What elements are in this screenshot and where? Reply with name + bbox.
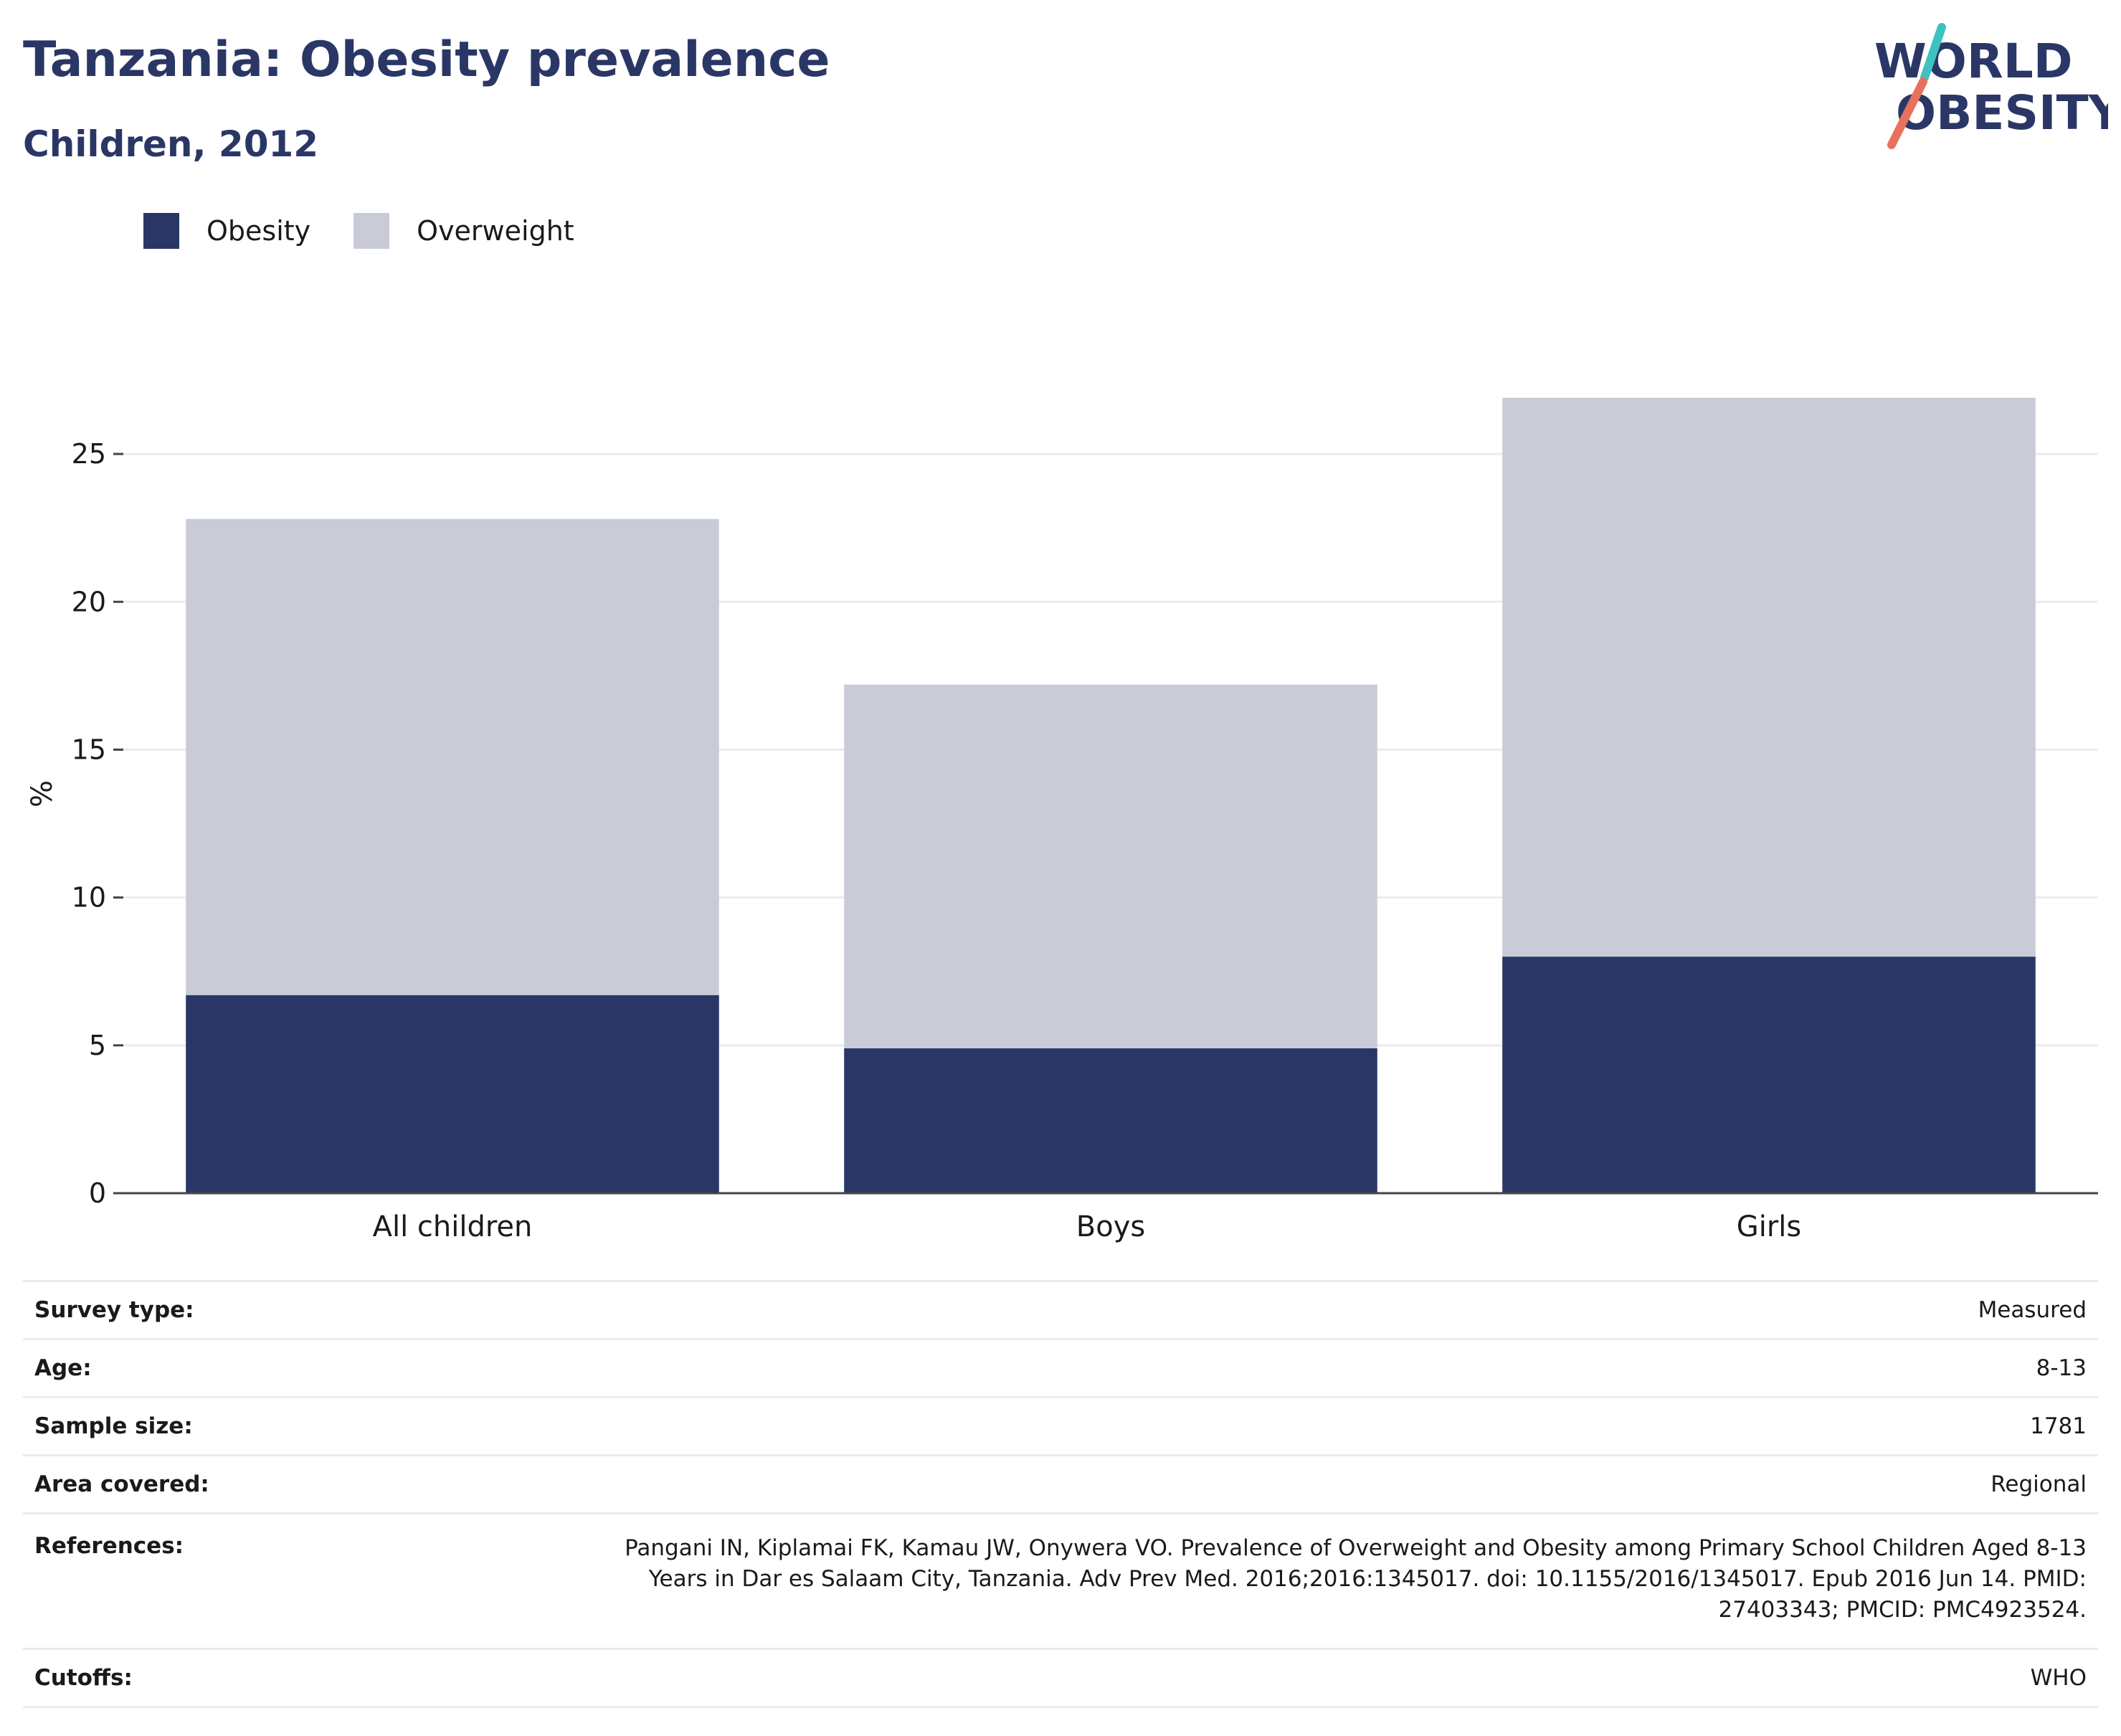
- x-tick-label: Boys: [1076, 1210, 1145, 1243]
- bar-obesity-all-children: [186, 995, 719, 1193]
- info-value-references: Pangani IN, Kiplamai FK, Kamau JW, Onywe…: [447, 1512, 2098, 1649]
- bar-obesity-boys: [844, 1048, 1377, 1193]
- y-axis-label: %: [26, 780, 59, 807]
- legend-item-obesity[interactable]: Obesity: [143, 213, 310, 249]
- info-value: 1781: [447, 1396, 2098, 1456]
- info-row-cutoffs: Cutoffs: WHO: [23, 1648, 2098, 1708]
- y-tick-label: 0: [89, 1177, 106, 1209]
- y-tick-label: 5: [89, 1030, 106, 1061]
- reference-line: Pangani IN, Kiplamai FK, Kamau JW, Onywe…: [625, 1535, 2087, 1561]
- bar-overweight-girls: [1502, 397, 2036, 957]
- page-subtitle: Children, 2012: [23, 123, 319, 165]
- y-tick-label: 10: [72, 882, 106, 914]
- info-label: Sample size:: [23, 1396, 447, 1456]
- y-tick-label: 25: [72, 438, 106, 470]
- info-value: 8-13: [447, 1338, 2098, 1398]
- reference-line: Years in Dar es Salaam City, Tanzania. A…: [648, 1566, 2087, 1592]
- x-tick-label: All children: [373, 1210, 533, 1243]
- info-label: References:: [23, 1512, 447, 1649]
- bar-overweight-all-children: [186, 518, 719, 995]
- logo-line-1: WORLD: [1874, 34, 2073, 89]
- logo-slash-teal: [1920, 23, 1946, 82]
- x-tick-label: Girls: [1737, 1210, 1802, 1243]
- info-label: Cutoffs:: [23, 1648, 447, 1708]
- world-obesity-logo: WORLD OBESITY: [1874, 23, 2108, 149]
- info-row-survey-type: Survey type: Measured: [23, 1280, 2098, 1339]
- logo-line-2: OBESITY: [1896, 85, 2108, 141]
- legend-label-overweight: Overweight: [417, 215, 574, 247]
- legend-swatch-obesity: [143, 213, 179, 249]
- info-row-sample-size: Sample size: 1781: [23, 1396, 2098, 1456]
- reference-line: 27403343; PMCID: PMC4923524.: [1718, 1597, 2087, 1623]
- survey-info-table: Survey type: Measured Age: 8-13 Sample s…: [23, 1280, 2098, 1708]
- bar-chart: 0 5 10 15 20 25% All children Boys Girls: [26, 397, 2098, 1243]
- logo-slash-coral: [1887, 77, 1927, 149]
- bar-overweight-boys: [844, 684, 1377, 1048]
- axes: 0 5 10 15 20 25% All children Boys Girls: [26, 438, 2098, 1243]
- info-row-age: Age: 8-13: [23, 1338, 2098, 1398]
- chart-legend: Obesity Overweight: [143, 213, 617, 249]
- info-label: Area covered:: [23, 1454, 447, 1514]
- bars: [186, 397, 2036, 1193]
- info-value: Regional: [447, 1454, 2098, 1514]
- y-tick-label: 15: [72, 734, 106, 765]
- info-label: Age:: [23, 1338, 447, 1398]
- legend-swatch-overweight: [354, 213, 390, 249]
- legend-item-overweight[interactable]: Overweight: [354, 213, 574, 249]
- info-label: Survey type:: [23, 1280, 447, 1339]
- info-value: WHO: [447, 1648, 2098, 1708]
- info-value: Measured: [447, 1280, 2098, 1339]
- y-tick-label: 20: [72, 586, 106, 617]
- info-row-references: References: Pangani IN, Kiplamai FK, Kam…: [23, 1512, 2098, 1649]
- page-title: Tanzania: Obesity prevalence: [23, 32, 830, 88]
- bar-obesity-girls: [1502, 957, 2036, 1193]
- legend-label-obesity: Obesity: [207, 215, 311, 247]
- info-row-area-covered: Area covered: Regional: [23, 1454, 2098, 1514]
